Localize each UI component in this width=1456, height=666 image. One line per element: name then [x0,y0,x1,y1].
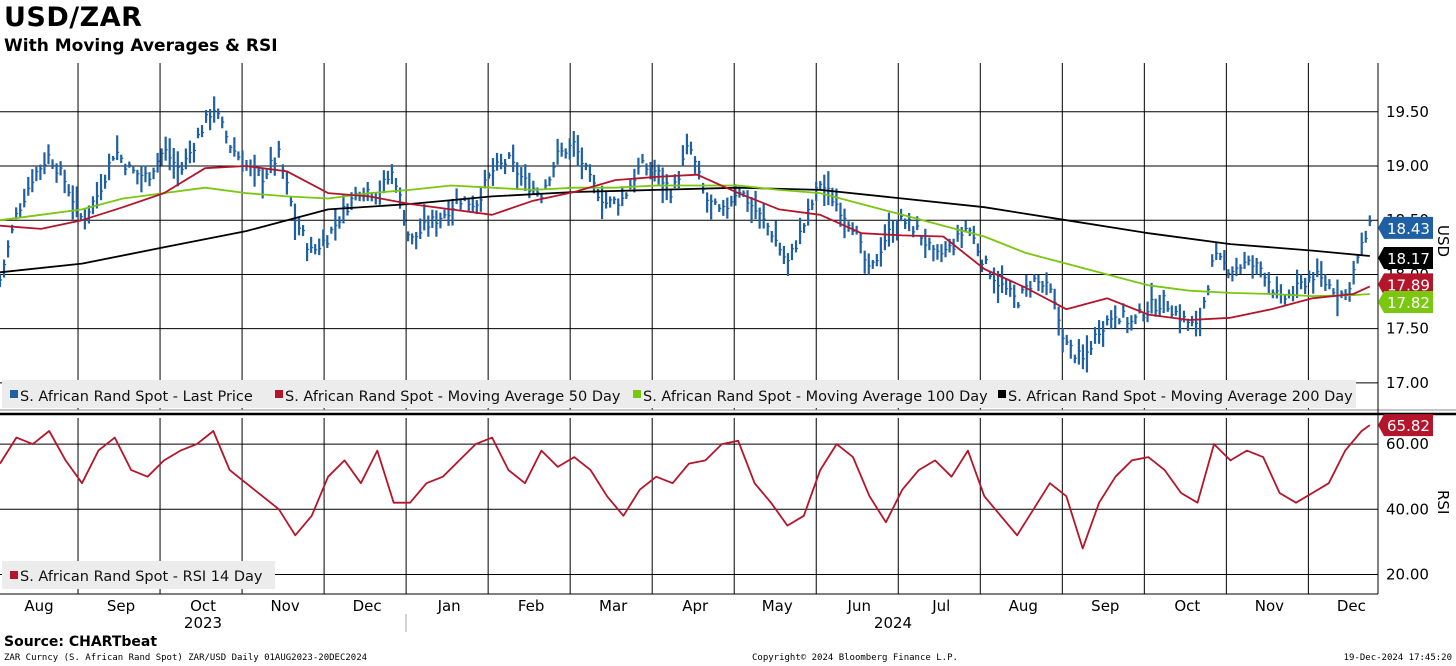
y-tick-price-5: 19.50 [1386,103,1429,121]
last-value-tag-2-bg [1378,273,1433,296]
chart-subtitle: With Moving Averages & RSI [4,36,278,56]
x-month-label-12: Aug [1009,597,1038,615]
last-value-tag-0-bg [1378,216,1433,239]
x-month-label-3: Nov [270,597,299,615]
legend-label-1: S. African Rand Spot - Moving Average 50… [285,389,621,405]
legend-swatch-2 [633,390,641,398]
last-value-tag-1-text: 18.17 [1387,250,1430,268]
x-year-label-1: 2024 [874,614,912,632]
last-value-tag-3-bg [1378,290,1433,313]
y-tick-price-0: 17.00 [1386,374,1429,392]
legend-swatch-3 [998,390,1006,398]
x-month-label-15: Nov [1255,597,1284,615]
x-month-label-7: Mar [599,597,628,615]
last-value-tag-3: 17.82 [1378,290,1433,313]
x-month-label-11: Jul [931,597,950,615]
x-month-label-6: Feb [518,597,545,615]
y-tick-rsi-0: 20.00 [1386,565,1429,583]
x-month-label-1: Sep [107,597,135,615]
y-tick-price-4: 19.00 [1386,157,1429,175]
legend-label-2: S. African Rand Spot - Moving Average 10… [643,389,988,405]
rsi-line [0,424,1371,550]
legend-rsi: S. African Rand Spot - RSI 14 Day [2,561,275,589]
price-bars [0,96,1372,373]
legend-price-bg [2,380,1356,408]
legend-label-3: S. African Rand Spot - Moving Average 20… [1008,389,1353,405]
y-tick-price-1: 17.50 [1386,320,1429,338]
x-month-label-8: Apr [682,597,709,615]
grid-layer [0,63,1378,594]
x-month-label-13: Sep [1091,597,1119,615]
security-description: ZAR Curncy (S. African Rand Spot) ZAR/US… [4,653,368,663]
x-month-label-0: Aug [24,597,53,615]
legend-layer: S. African Rand Spot - Last Price S. Afri… [2,380,1356,589]
legend-rsi-bg [2,561,275,589]
legend-label-0: S. African Rand Spot - Last Price [20,389,253,405]
x-month-label-14: Oct [1174,597,1200,615]
timestamp-text: 19-Dec-2024 17:45:20 [1343,653,1452,663]
last-value-tag-3-text: 17.82 [1387,294,1430,312]
last-value-tag-0: 18.43 [1378,216,1433,239]
last-value-tag-1: 18.17 [1378,247,1433,270]
ma-100-line [0,184,1370,297]
y-axis-title-rsi: RSI [1434,490,1452,514]
legend-swatch-1 [275,390,283,398]
y-axis-title-price: USD [1434,225,1452,257]
x-month-label-9: May [762,597,793,615]
series-layer [0,96,1372,550]
last-value-tag-2-text: 17.89 [1387,276,1430,294]
axis-layer: 17.0017.5018.0018.5019.0019.5020.0040.00… [0,63,1456,632]
last-value-tag-rsi: 65.82 [1378,414,1433,437]
y-tick-rsi-1: 40.00 [1386,500,1429,518]
source-label: Source: CHARTbeat [4,634,158,650]
copyright-text: Copyright© 2024 Bloomberg Finance L.P. [752,653,958,663]
x-month-label-16: Dec [1337,597,1366,615]
legend-rsi-label-0: S. African Rand Spot - RSI 14 Day [20,569,263,585]
x-year-label-0: 2023 [184,614,222,632]
x-month-label-5: Jan [437,597,461,615]
last-value-tag-rsi-text: 65.82 [1387,417,1430,435]
ma-50-line [0,165,1371,321]
last-value-tag-1-bg [1378,247,1433,270]
x-month-label-2: Oct [190,597,216,615]
last-value-tag-rsi-bg [1378,414,1433,437]
last-value-tag-0-text: 18.43 [1387,220,1430,238]
legend-swatch-0 [10,390,18,398]
x-month-label-4: Dec [353,597,382,615]
last-value-tag-2: 17.89 [1378,273,1433,296]
x-month-label-10: Jun [847,597,871,615]
legend-rsi-swatch-0 [10,571,18,579]
chart-title: USD/ZAR [4,2,143,33]
y-tick-rsi-2: 60.00 [1386,435,1429,453]
legend-price: S. African Rand Spot - Last Price S. Afri… [2,380,1356,408]
ma-200-line [0,186,1370,274]
